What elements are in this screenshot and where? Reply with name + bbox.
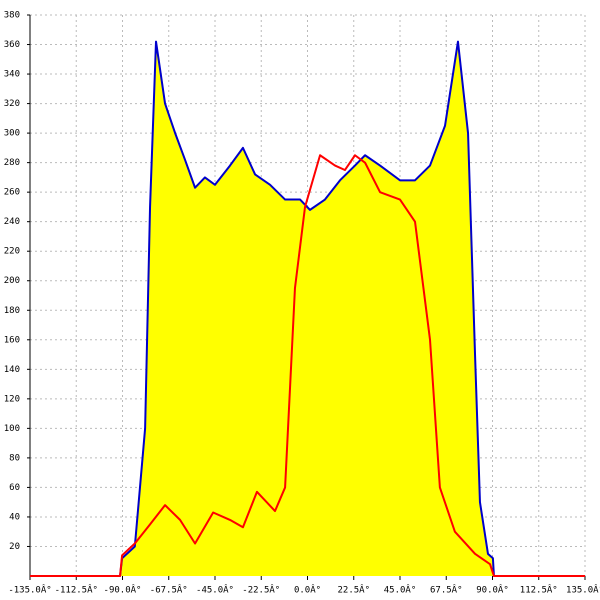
x-tick-label: 67.5Â° — [430, 584, 463, 596]
y-tick-label: 200 — [4, 276, 20, 286]
x-tick-label: -135.0Â° — [8, 584, 51, 596]
y-tick-label: 380 — [4, 11, 20, 21]
y-tick-label: 340 — [4, 70, 20, 80]
x-tick-label: -112.5Â° — [55, 584, 98, 596]
y-tick-label: 120 — [4, 394, 20, 404]
y-tick-label: 220 — [4, 247, 20, 257]
y-tick-label: 240 — [4, 217, 20, 227]
x-tick-label: -90.0Â° — [104, 584, 142, 596]
y-tick-label: 260 — [4, 188, 20, 198]
x-tick-label: 112.5Â° — [520, 584, 558, 596]
y-tick-label: 40 — [9, 512, 20, 522]
area — [30, 41, 585, 577]
y-tick-label: 320 — [4, 99, 20, 109]
y-tick-label: 180 — [4, 306, 20, 316]
y-tick-label: 160 — [4, 335, 20, 345]
line — [30, 40, 585, 577]
y-tick-label: 280 — [4, 158, 20, 168]
x-tick-label: 135.0Â° — [566, 584, 600, 596]
x-tick-label: -22.5Â° — [242, 584, 280, 596]
y-tick-label: 140 — [4, 365, 20, 375]
x-tick-label: 22.5Â° — [337, 584, 370, 596]
x-tick-label: 0.0Â° — [294, 584, 321, 596]
x-tick-label: 45.0Â° — [384, 584, 417, 596]
x-tick-label: -45.0Â° — [196, 584, 234, 596]
x-tick-label: 90.0Â° — [476, 584, 509, 596]
y-tick-label: 100 — [4, 424, 20, 434]
y-tick-label: 300 — [4, 129, 20, 139]
y-tick-label: 360 — [4, 40, 20, 50]
x-tick-label: -67.5Â° — [150, 584, 188, 596]
y-tick-label: 20 — [9, 542, 20, 552]
y-tick-label: 80 — [9, 453, 20, 463]
y-tick-label: 60 — [9, 483, 20, 493]
line — [30, 154, 585, 577]
